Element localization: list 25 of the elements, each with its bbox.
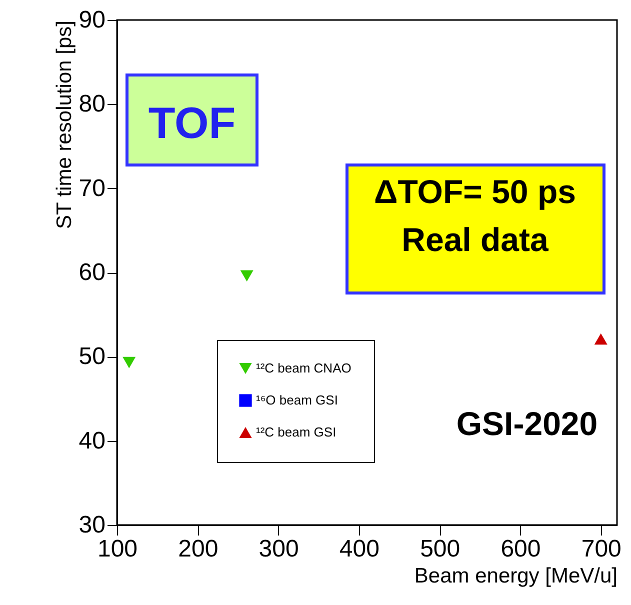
y-tick-label: 70 [78, 174, 106, 202]
y-tick-label: 60 [78, 259, 106, 286]
legend-label: ¹²C beam CNAO [256, 360, 352, 376]
y-tick-label: 30 [78, 512, 106, 538]
point [594, 333, 608, 345]
x-tick-label: 400 [339, 536, 380, 562]
x-tick-label: 700 [581, 536, 622, 562]
x-tick-label: 300 [258, 536, 299, 562]
y-tick-label: 90 [78, 6, 106, 34]
x-axis-title: Beam energy [MeV/u] [414, 564, 618, 588]
point [240, 270, 254, 282]
x-tick-label: 100 [97, 536, 138, 562]
annotation: TOF [148, 99, 236, 148]
x-tick-label: 600 [500, 536, 541, 562]
annotation: GSI-2020 [456, 405, 598, 442]
point [122, 356, 136, 368]
y-axis-title: ST time resolution [ps] [52, 20, 76, 230]
legend-label: ¹⁶O beam GSI [256, 392, 338, 408]
x-tick-label: 200 [178, 536, 218, 562]
y-tick-label: 50 [78, 343, 106, 370]
y-tick-label: 80 [78, 90, 106, 118]
x-tick-label: 500 [420, 536, 460, 562]
y-tick-label: 40 [78, 427, 106, 454]
annotation: ΔTOF= 50 ps Real data [374, 173, 576, 258]
legend-label: ¹²C beam GSI [256, 424, 336, 440]
